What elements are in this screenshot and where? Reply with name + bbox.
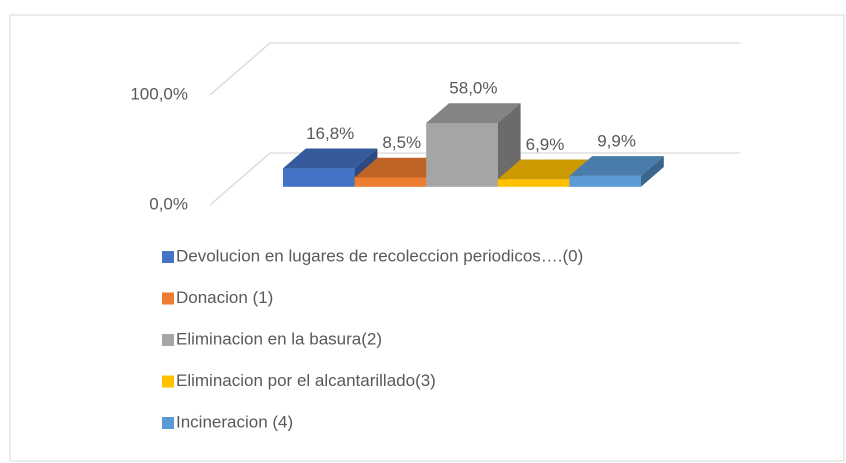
legend-swatch <box>162 417 174 429</box>
bar-top <box>569 156 664 176</box>
legend-label: Incineracion (4) <box>176 412 293 431</box>
bar-top <box>283 148 378 169</box>
legend-label: Devolucion en lugares de recoleccion per… <box>176 246 583 265</box>
value-label: 6,9% <box>526 135 565 154</box>
bar-front <box>497 179 570 187</box>
value-label: 16,8% <box>306 124 354 143</box>
y-tick-label: 0,0% <box>149 194 188 213</box>
legend-swatch <box>162 292 174 305</box>
value-label: 8,5% <box>382 133 421 152</box>
grid-line <box>209 152 740 206</box>
value-label: 9,9% <box>597 132 636 151</box>
grid-line <box>209 42 740 96</box>
legend-label: Eliminacion por el alcantarillado(3) <box>176 371 436 390</box>
bar-top <box>354 157 449 178</box>
chart-border <box>9 14 845 462</box>
legend-label: Eliminacion en la basura(2) <box>176 329 382 348</box>
legend-label: Donacion (1) <box>176 288 273 307</box>
bar-top <box>497 159 593 180</box>
legend-swatch <box>162 251 174 263</box>
value-label: 58,0% <box>449 79 497 98</box>
legend-swatch <box>162 334 174 346</box>
bar-side <box>641 156 664 187</box>
bar-top <box>426 103 521 123</box>
bar-front <box>283 168 355 187</box>
bar-front <box>569 175 641 187</box>
bar-front <box>426 123 498 187</box>
bar-front <box>354 177 427 187</box>
y-tick-label: 100,0% <box>130 84 188 103</box>
legend-swatch <box>162 375 174 388</box>
